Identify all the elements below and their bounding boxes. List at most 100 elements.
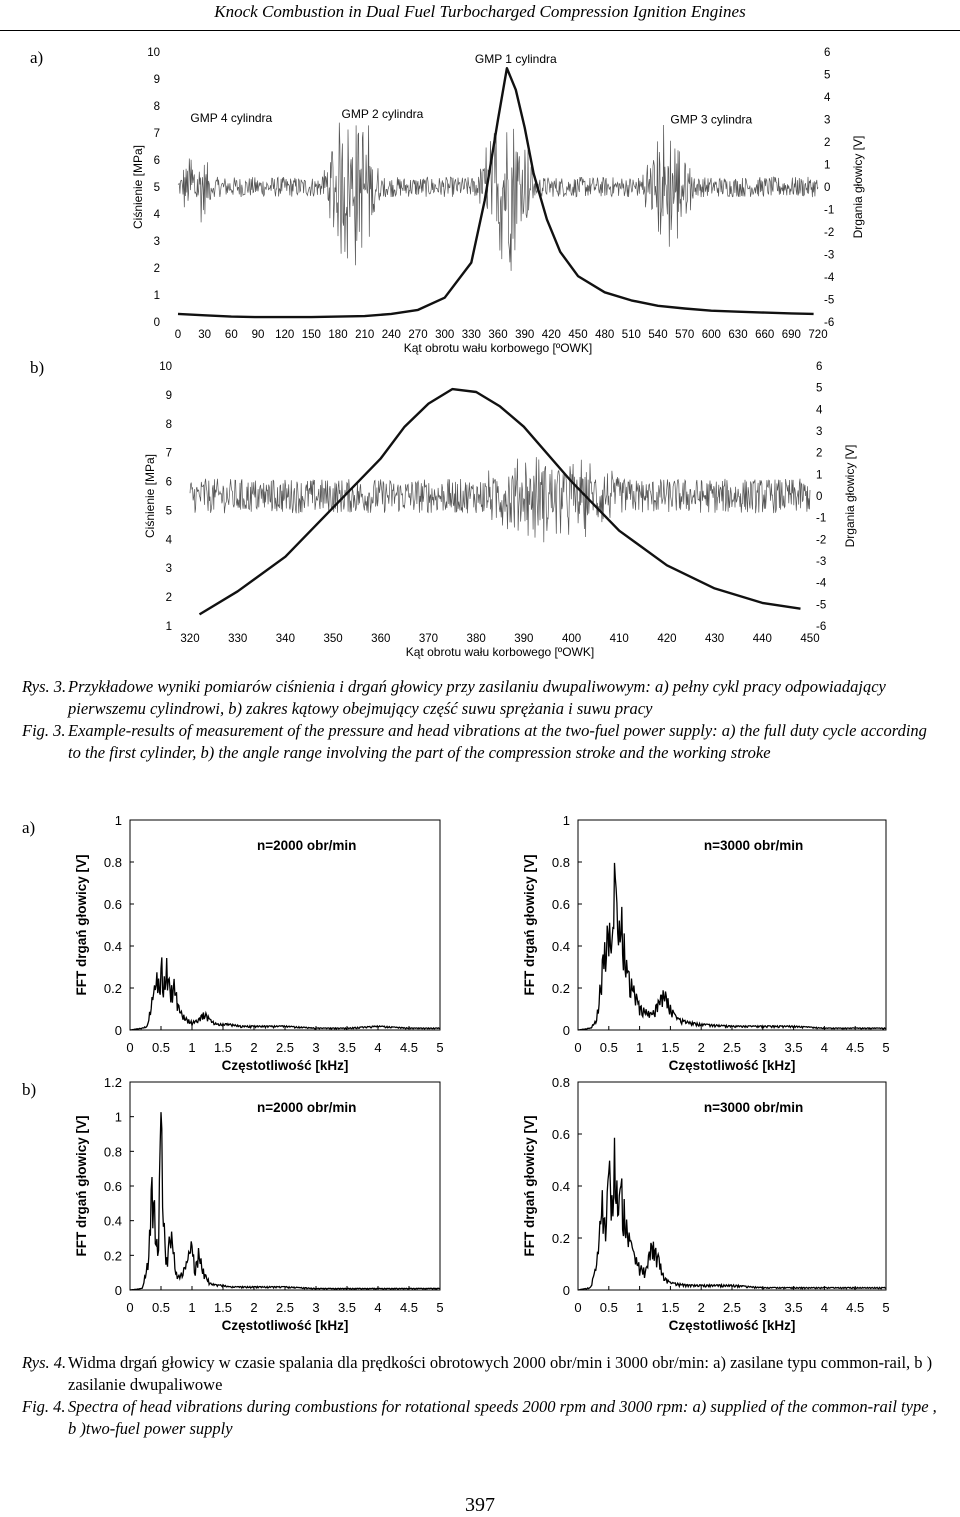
y2-tick-label: 1: [816, 469, 822, 481]
x-tick-label: 3: [759, 1040, 766, 1055]
x-tick-label: 240: [382, 329, 401, 341]
x-tick-label: 2: [250, 1040, 257, 1055]
chart-fig4b-2000: 0 0.5 1 1.5 2 2.5 3 3.5 4 4.5 5 0 0.2 0.4 0.6 0.8 1 1.2 Cz…: [74, 1075, 444, 1333]
pressure-series: [198, 387, 801, 616]
x-tick-label: 3.5: [338, 1300, 356, 1315]
panel-label-fig4-b: b): [22, 1080, 37, 1099]
y-tick-label: 0: [563, 1023, 570, 1038]
x-tick-label: 4: [374, 1300, 381, 1315]
x-tick-label: 2.5: [276, 1040, 294, 1055]
y-tick-label: 1: [166, 621, 172, 633]
chart-fig3a: 0 30 60 90 120 150 180 210 240 270 300 330 360 390 420…: [131, 47, 865, 355]
y-axis-label: FFT drgań głowicy [V]: [522, 1116, 537, 1257]
x-tick-label: 120: [275, 329, 294, 341]
x-tick-label: 4: [374, 1040, 381, 1055]
x-tick-label: 3: [759, 1300, 766, 1315]
y-tick-label: 0.2: [104, 1248, 122, 1263]
y2-tick-label: 6: [816, 361, 822, 373]
spectrum-series: [129, 957, 441, 1031]
x-tick-label: 2.5: [723, 1040, 741, 1055]
x-tick-label: 420: [657, 633, 676, 645]
x-tick-label: 1.5: [214, 1040, 232, 1055]
fig4-caption-en-label: Fig. 4.: [22, 1397, 66, 1416]
y-tick-label: 0.4: [552, 1179, 570, 1194]
y2-tick-label: -1: [824, 205, 834, 217]
y2-tick-label: 0: [816, 491, 822, 503]
y-tick-label: 1: [154, 290, 160, 302]
fig3-caption-pl-label: Rys. 3.: [22, 677, 67, 696]
x-tick-label: 510: [622, 329, 641, 341]
x-tick-label: 0: [126, 1300, 133, 1315]
y-axis-label: FFT drgań głowicy [V]: [74, 855, 89, 996]
x-tick-label: 570: [675, 329, 694, 341]
y-tick-label: 9: [154, 74, 160, 86]
y-tick-label: 8: [166, 419, 172, 431]
x-tick-label: 4.5: [400, 1040, 418, 1055]
x-tick-label: 270: [408, 329, 427, 341]
x-tick-label: 150: [302, 329, 321, 341]
y-tick-label: 1: [115, 1110, 122, 1125]
x-tick-label: 2: [698, 1040, 705, 1055]
x-tick-label: 410: [610, 633, 629, 645]
y-tick-label: 0.2: [552, 1231, 570, 1246]
y-tick-label: 1: [563, 813, 570, 828]
y-tick-label: 2: [154, 263, 160, 275]
fig4-caption-pl-label: Rys. 4.: [22, 1353, 67, 1372]
x-tick-label: 4: [821, 1040, 828, 1055]
x-tick-label: 0: [126, 1040, 133, 1055]
x-tick-label: 3.5: [338, 1040, 356, 1055]
x-tick-label: 340: [276, 633, 295, 645]
x-tick-label: 2: [250, 1300, 257, 1315]
spectrum-series: [577, 862, 887, 1031]
x-tick-label: 4.5: [846, 1300, 864, 1315]
x-tick-label: 690: [782, 329, 801, 341]
x-axis-label: Częstotliwość [kHz]: [222, 1318, 349, 1333]
y2-tick-label: -3: [824, 250, 834, 262]
speed-annotation: n=3000 obr/min: [704, 1100, 803, 1115]
y-tick-label: 3: [166, 563, 172, 575]
x-tick-label: 3: [312, 1040, 319, 1055]
y-tick-label: 1: [115, 813, 122, 828]
x-axis-label: Częstotliwość [kHz]: [669, 1058, 796, 1073]
chart-fig4a-2000: 0 0.5 1 1.5 2 2.5 3 3.5 4 4.5 5 0 0.2 0.4 0.6 0.8 1 Częst…: [74, 813, 444, 1073]
x-tick-label: 4.5: [846, 1040, 864, 1055]
y2-tick-label: -6: [816, 621, 826, 633]
y-axis-label: FFT drgań głowicy [V]: [522, 855, 537, 996]
chart-fig3b: 320 330 340 350 360 370 380 390 400 410 420 430 440 4…: [143, 361, 857, 659]
y-tick-label: 0.6: [104, 1179, 122, 1194]
x-tick-label: 1: [188, 1040, 195, 1055]
x-tick-label: 4.5: [400, 1300, 418, 1315]
x-tick-label: 0: [574, 1040, 581, 1055]
x-tick-label: 390: [514, 633, 533, 645]
speed-annotation: n=3000 obr/min: [704, 838, 803, 853]
x-tick-label: 360: [371, 633, 390, 645]
y2-tick-label: 6: [824, 47, 830, 59]
y-tick-label: 7: [154, 128, 160, 140]
y2-tick-label: 3: [816, 426, 822, 438]
y-tick-label: 10: [147, 47, 160, 59]
x-tick-label: 300: [435, 329, 454, 341]
x-tick-label: 0.5: [152, 1300, 170, 1315]
y-tick-label: 0.4: [104, 939, 122, 954]
x-tick-label: 330: [228, 633, 247, 645]
y2-tick-label: 2: [816, 448, 822, 460]
y-axis-label: FFT drgań głowicy [V]: [74, 1116, 89, 1257]
y2-tick-label: -2: [816, 534, 826, 546]
x-tick-label: 2.5: [723, 1300, 741, 1315]
x-tick-label: 370: [419, 633, 438, 645]
y-tick-label: 10: [159, 361, 172, 373]
vibration-series: [177, 122, 819, 271]
y-tick-label: 0.6: [552, 897, 570, 912]
x-tick-label: 1: [188, 1300, 195, 1315]
y2-tick-label: -6: [824, 317, 834, 329]
y-tick-label: 0.8: [104, 855, 122, 870]
fig3-caption-en-label: Fig. 3.: [22, 721, 66, 740]
y-tick-label: 3: [154, 236, 160, 248]
x-tick-label: 330: [462, 329, 481, 341]
x-tick-label: 3.5: [785, 1300, 803, 1315]
y2-tick-label: -4: [816, 578, 827, 590]
annotation-label: GMP 2 cylindra: [342, 107, 424, 121]
x-tick-label: 1.5: [661, 1040, 679, 1055]
x-tick-label: 5: [436, 1040, 443, 1055]
vibration-series: [189, 457, 811, 543]
